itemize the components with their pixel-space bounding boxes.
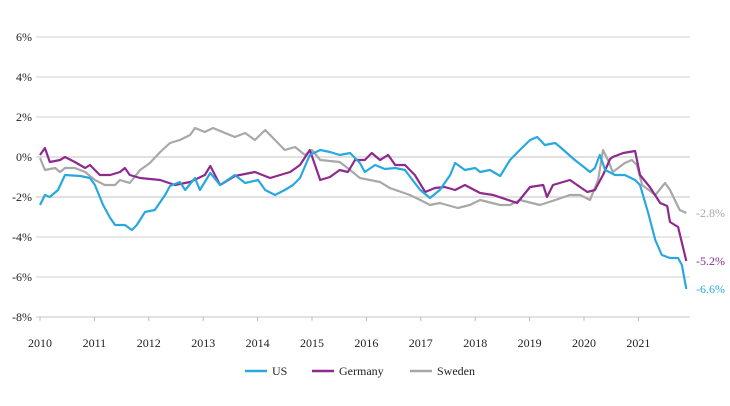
x-tick-label: 2010 <box>28 336 52 350</box>
legend: US Germany Sweden <box>245 364 475 378</box>
x-tick-label: 2014 <box>246 336 270 350</box>
y-tick-label: -4% <box>12 230 32 244</box>
x-tick-label: 2015 <box>300 336 324 350</box>
y-tick-label: -8% <box>12 310 32 324</box>
legend-label-us: US <box>272 364 287 378</box>
x-tick-label: 2016 <box>354 336 378 350</box>
series-line-us <box>39 135 688 290</box>
series-line-sweden <box>38 126 687 215</box>
x-tick-label: 2012 <box>137 336 161 350</box>
x-tick-label: 2019 <box>518 336 542 350</box>
x-axis: 2010 2011 2012 2013 2014 2015 2016 2017 2018 2019… <box>28 316 690 350</box>
y-tick-label: 4% <box>16 70 32 84</box>
y-tick-label: -6% <box>12 270 32 284</box>
series-lines <box>38 126 688 290</box>
y-tick-label: -2% <box>12 190 32 204</box>
x-tick-label: 2020 <box>572 336 596 350</box>
x-tick-label: 2021 <box>626 336 650 350</box>
y-tick-label: 0% <box>16 150 32 164</box>
x-tick-label: 2011 <box>83 336 107 350</box>
end-labels: -2.8% -5.2% -6.6% <box>696 206 725 296</box>
series-line-germany <box>39 146 688 262</box>
gridlines <box>36 36 690 278</box>
legend-label-sweden: Sweden <box>437 364 475 378</box>
end-label-us: -6.6% <box>696 282 725 296</box>
x-tick-label: 2017 <box>409 336 433 350</box>
y-axis-labels: 6% 4% 2% 0% -2% -4% -6% -8% <box>12 30 32 324</box>
legend-label-germany: Germany <box>339 364 384 378</box>
end-label-sweden: -2.8% <box>696 206 725 220</box>
x-tick-label: 2018 <box>463 336 487 350</box>
y-tick-label: 6% <box>16 30 32 44</box>
end-label-germany: -5.2% <box>696 254 725 268</box>
y-tick-label: 2% <box>16 110 32 124</box>
x-tick-label: 2013 <box>191 336 215 350</box>
